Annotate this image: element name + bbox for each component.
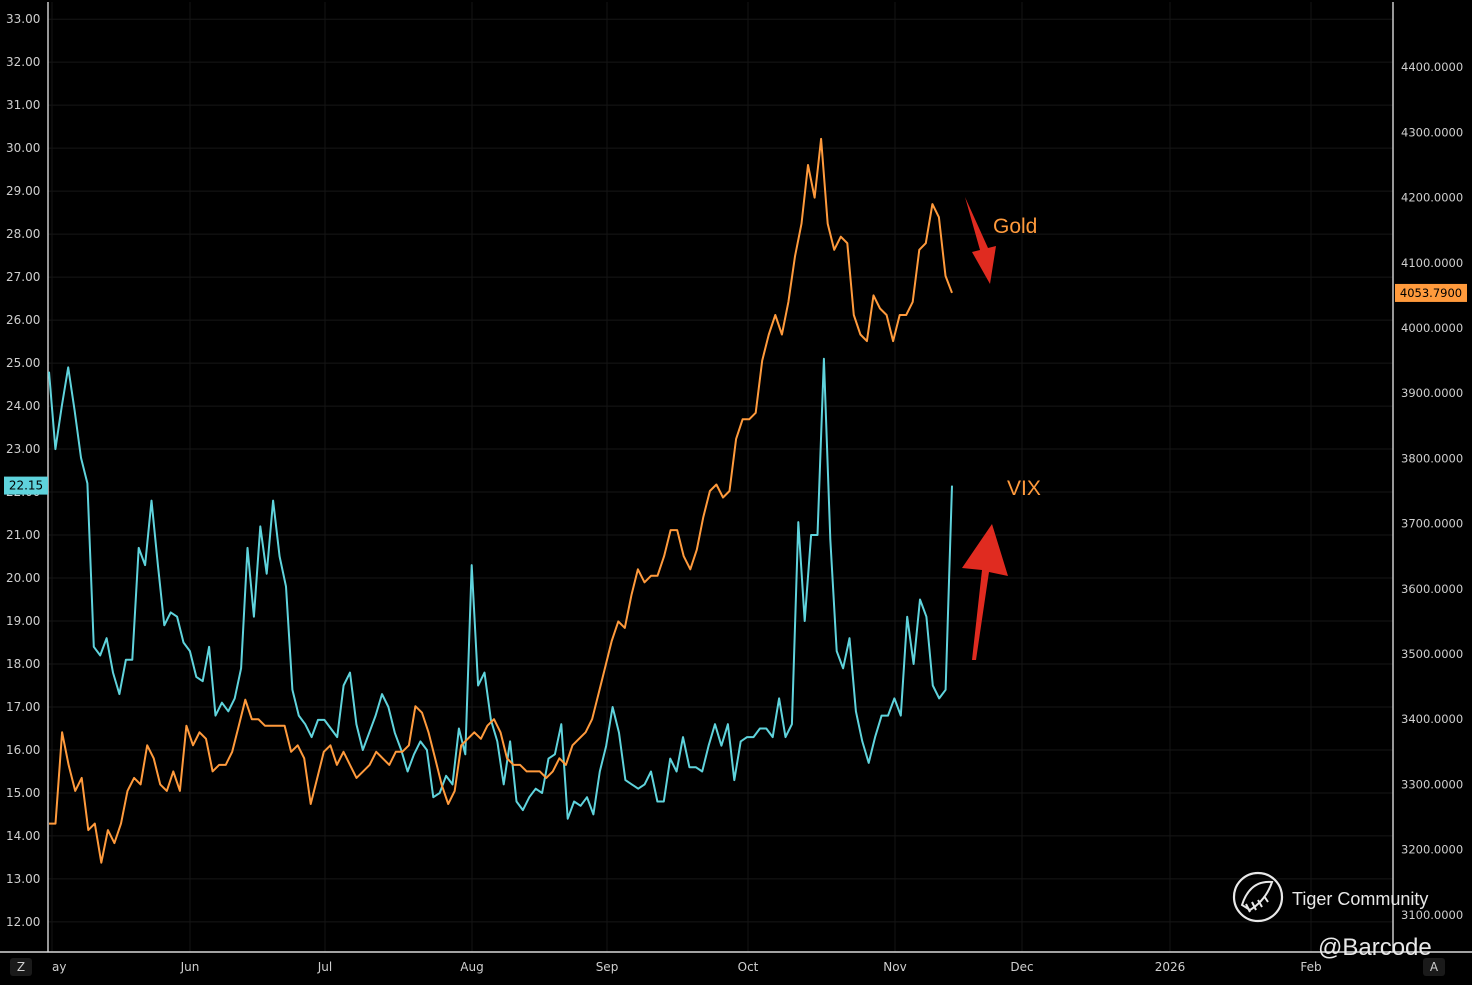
left-tick-label: 17.00	[6, 700, 40, 714]
left-tick-label: 12.00	[6, 915, 40, 929]
left-tick-label: 20.00	[6, 571, 40, 585]
right-tick-label: 3400.0000	[1401, 712, 1463, 726]
watermark-brand: Tiger Community	[1292, 889, 1428, 909]
time-tick-label: Feb	[1300, 960, 1321, 974]
gold-last-value-badge: 4053.7900	[1395, 283, 1467, 302]
right-tick-label: 4300.0000	[1401, 125, 1463, 139]
auto-scale-button[interactable]: A	[1423, 958, 1445, 976]
time-tick-label: Oct	[738, 960, 759, 974]
left-tick-label: 19.00	[6, 614, 40, 628]
left-tick-label: 27.00	[6, 270, 40, 284]
time-axis-ticks[interactable]: ay Jun Jul Aug Sep Oct Nov Dec 2026 Feb	[52, 960, 1322, 974]
time-tick-label: Dec	[1010, 960, 1033, 974]
right-tick-label: 4400.0000	[1401, 60, 1463, 74]
time-tick-label: Nov	[883, 960, 906, 974]
scale-z-label: Z	[17, 960, 25, 974]
tiger-logo-icon	[1232, 871, 1284, 923]
time-tick-label: Jun	[180, 960, 200, 974]
left-tick-label: 21.00	[6, 528, 40, 542]
left-tick-label: 25.00	[6, 356, 40, 370]
left-tick-label: 26.00	[6, 313, 40, 327]
left-tick-label: 16.00	[6, 743, 40, 757]
left-tick-label: 14.00	[6, 829, 40, 843]
right-tick-label: 3100.0000	[1401, 908, 1463, 922]
left-axis-ticks[interactable]: 12.00 13.00 14.00 15.00 16.00 17.00 18.00 19.00…	[6, 12, 40, 929]
scale-z-button[interactable]: Z	[10, 958, 32, 976]
right-tick-label: 3300.0000	[1401, 777, 1463, 791]
right-axis-ticks[interactable]: 3100.0000 3200.0000 3300.0000 3400.0000 3500…	[1401, 60, 1463, 922]
left-tick-label: 28.00	[6, 227, 40, 241]
right-tick-label: 3800.0000	[1401, 451, 1463, 465]
vix-annotation-label: VIX	[1007, 477, 1041, 500]
left-tick-label: 32.00	[6, 55, 40, 69]
gold-annotation-label: Gold	[993, 215, 1037, 238]
last-value-badges: 22.15 4053.7900	[4, 283, 1467, 495]
right-tick-label: 3500.0000	[1401, 647, 1463, 661]
left-tick-label: 15.00	[6, 786, 40, 800]
left-tick-label: 31.00	[6, 98, 40, 112]
right-tick-label: 3700.0000	[1401, 517, 1463, 531]
left-tick-label: 13.00	[6, 872, 40, 886]
left-tick-label: 29.00	[6, 184, 40, 198]
time-tick-label: Sep	[596, 960, 619, 974]
right-tick-label: 4000.0000	[1401, 321, 1463, 335]
left-tick-label: 18.00	[6, 657, 40, 671]
right-tick-label: 4100.0000	[1401, 256, 1463, 270]
right-tick-label: 3600.0000	[1401, 582, 1463, 596]
watermark: Tiger Community @Barcode	[1232, 871, 1432, 961]
series-line-vix[interactable]	[48, 357, 953, 820]
left-tick-label: 30.00	[6, 141, 40, 155]
vix-up-arrow-icon	[962, 524, 1008, 660]
grid-lines	[48, 2, 1393, 952]
vix-last-value: 22.15	[9, 479, 43, 493]
vix-annotation: VIX	[962, 477, 1041, 660]
right-tick-label: 3900.0000	[1401, 386, 1463, 400]
gold-last-value: 4053.7900	[1400, 286, 1462, 300]
auto-scale-label: A	[1430, 960, 1439, 974]
watermark-handle: @Barcode	[1318, 934, 1432, 961]
series-layer	[48, 137, 953, 864]
right-tick-label: 3200.0000	[1401, 843, 1463, 857]
gold-annotation: Gold	[965, 197, 1037, 284]
vix-last-value-badge: 22.15	[4, 476, 48, 495]
right-tick-label: 4200.0000	[1401, 191, 1463, 205]
time-tick-label: Jul	[317, 960, 332, 974]
gold-down-arrow-icon	[965, 197, 996, 284]
series-line-gold[interactable]	[49, 137, 953, 864]
left-tick-label: 33.00	[6, 12, 40, 26]
left-tick-label: 24.00	[6, 399, 40, 413]
time-tick-label: ay	[52, 960, 66, 974]
time-tick-label: 2026	[1155, 960, 1186, 974]
time-tick-label: Aug	[460, 960, 483, 974]
left-tick-label: 23.00	[6, 442, 40, 456]
